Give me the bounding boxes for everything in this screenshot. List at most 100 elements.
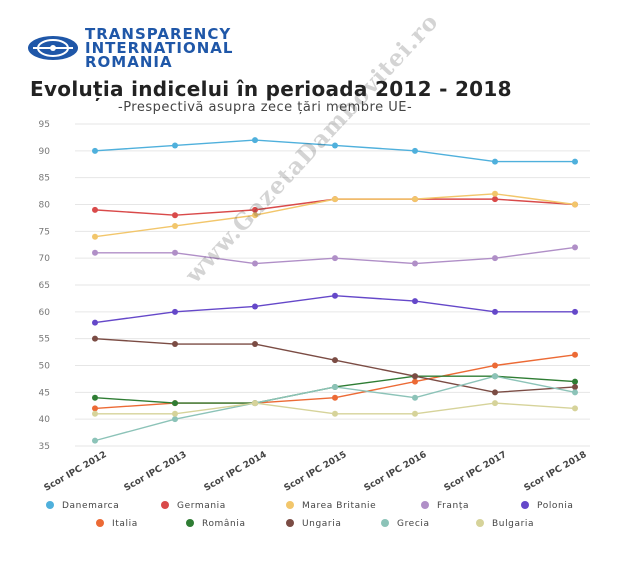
data-point [492, 373, 498, 380]
data-point [572, 378, 578, 385]
data-point [172, 249, 178, 256]
legend-swatch [381, 519, 389, 527]
y-tick-label: 40 [39, 415, 51, 425]
y-tick-label: 70 [39, 254, 51, 264]
data-point [92, 147, 98, 154]
data-point [92, 319, 98, 326]
y-tick-label: 55 [39, 335, 50, 345]
data-point [492, 190, 498, 197]
data-point [332, 383, 338, 390]
data-point [92, 335, 98, 342]
data-point [252, 303, 258, 310]
data-point [92, 233, 98, 240]
y-tick-label: 60 [39, 308, 51, 318]
legend-swatch [421, 501, 429, 509]
data-point [252, 212, 258, 219]
x-tick-label: Scor IPC 2014 [203, 450, 269, 494]
x-tick-label: Scor IPC 2018 [523, 450, 589, 494]
legend-label: România [202, 519, 246, 529]
y-tick-label: 75 [39, 227, 50, 237]
data-point [92, 249, 98, 256]
data-point [172, 341, 178, 348]
data-point [332, 410, 338, 417]
data-point [572, 244, 578, 251]
legend-swatch [96, 519, 104, 527]
y-tick-label: 85 [39, 174, 50, 184]
data-point [332, 142, 338, 149]
y-tick-label: 50 [39, 362, 51, 372]
data-point [252, 206, 258, 213]
data-point [172, 410, 178, 417]
legend-swatch [286, 501, 294, 509]
data-point [412, 373, 418, 380]
data-point [92, 394, 98, 401]
data-point [92, 206, 98, 213]
data-point [492, 158, 498, 165]
data-point [332, 196, 338, 203]
legend-label: Polonia [537, 501, 574, 511]
x-tick-label: Scor IPC 2016 [363, 450, 429, 494]
legend-swatch [46, 501, 54, 509]
data-point [332, 292, 338, 299]
data-point [172, 142, 178, 149]
y-tick-label: 80 [39, 201, 51, 211]
legend-item: Danemarca [46, 501, 119, 511]
y-tick-label: 45 [39, 388, 50, 398]
data-point [412, 394, 418, 401]
data-point [572, 405, 578, 412]
legend-swatch [521, 501, 529, 509]
legend-swatch [286, 519, 294, 527]
y-tick-label: 90 [39, 147, 51, 157]
chart-title: Evoluția indicelui în perioada 2012 - 20… [30, 77, 512, 101]
legend-item: Germania [161, 501, 226, 511]
data-point [572, 158, 578, 165]
series-line [94, 295, 575, 324]
data-point [172, 308, 178, 315]
y-tick-label: 95 [39, 120, 50, 130]
logo-text: TRANSPARENCY INTERNATIONAL ROMANIA [85, 27, 234, 70]
legend-label: Italia [112, 519, 138, 529]
data-point [92, 410, 98, 417]
data-point [412, 147, 418, 154]
legend-label: Grecia [397, 519, 430, 529]
legend-label: Germania [177, 501, 226, 511]
data-point [572, 308, 578, 315]
data-point [492, 362, 498, 369]
y-tick-label: 65 [39, 281, 50, 291]
x-tick-label: Scor IPC 2015 [283, 450, 349, 494]
data-point [252, 400, 258, 407]
x-tick-label: Scor IPC 2017 [443, 450, 509, 494]
data-point [172, 400, 178, 407]
logo-line-2: INTERNATIONAL [85, 39, 234, 57]
data-point [572, 201, 578, 208]
data-point [252, 260, 258, 267]
legend-item: Italia [96, 519, 138, 529]
data-point [172, 416, 178, 423]
legend-item: Grecia [381, 519, 430, 529]
legend-swatch [161, 501, 169, 509]
x-tick-label: Scor IPC 2013 [123, 450, 189, 494]
data-point [332, 357, 338, 364]
data-point [492, 400, 498, 407]
data-point [92, 405, 98, 412]
legend-swatch [186, 519, 194, 527]
legend-label: Danemarca [62, 501, 119, 511]
data-point [492, 196, 498, 203]
data-point [412, 410, 418, 417]
data-point [172, 212, 178, 219]
data-point [412, 298, 418, 305]
legend-label: Bulgaria [492, 519, 534, 529]
legend-item: Franța [421, 501, 469, 511]
data-point [492, 255, 498, 262]
globe-logo-icon [28, 36, 78, 60]
data-point [572, 351, 578, 358]
legend-swatch [476, 519, 484, 527]
data-point [412, 196, 418, 203]
transparency-international-logo: TRANSPARENCY INTERNATIONAL ROMANIA [27, 27, 234, 70]
legend-item: România [186, 519, 246, 529]
legend-label: Franța [437, 501, 469, 511]
data-point [172, 222, 178, 229]
data-point [92, 437, 98, 444]
data-point [572, 383, 578, 390]
